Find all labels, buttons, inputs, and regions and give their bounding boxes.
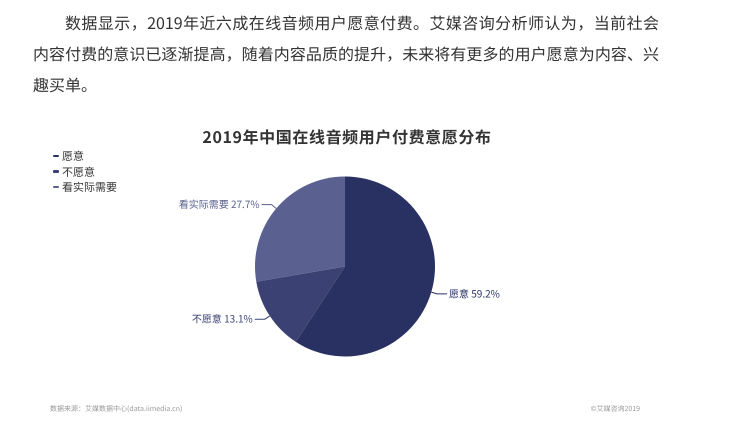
- legend-label-depends-on-need: 看实际需要: [62, 179, 117, 195]
- pie-slice-willing[interactable]: [295, 176, 435, 357]
- pie-label-line-willing: [431, 291, 448, 295]
- chart-legend: 愿意 不愿意 看实际需要: [53, 150, 117, 197]
- pie-label-line-depends-on-need: [261, 204, 277, 209]
- pie-slice-depends-on-need[interactable]: [255, 176, 345, 282]
- pie-chart-figure: 2019年中国在线音频用户付费意愿分布 愿意 不愿意 看实际需要 愿意 59.2% 不…: [30, 115, 660, 420]
- pie-chart-canvas: 愿意 59.2% 不愿意 13.1% 看实际需要 27.7%: [179, 176, 500, 357]
- pie-label-depends-on-need: 看实际需要 27.7%: [179, 196, 260, 211]
- legend-item-unwilling[interactable]: 不愿意: [53, 166, 117, 178]
- pie-label-willing: 愿意 59.2%: [449, 285, 500, 300]
- pie-label-unwilling: 不愿意 13.1%: [192, 311, 253, 326]
- legend-marker-willing: [53, 154, 59, 158]
- pie-slice-unwilling[interactable]: [256, 266, 345, 342]
- legend-marker-unwilling: [53, 170, 59, 173]
- copyright-note: ©艾媒咨询2019: [590, 404, 640, 414]
- chart-title: 2019年中国在线音频用户付费意愿分布: [202, 124, 492, 148]
- pie-label-line-unwilling: [254, 315, 271, 320]
- intro-paragraph: 数据显示，2019年近六成在线音频用户愿意付费。艾媒咨询分析师认为，当前社会内容…: [33, 10, 659, 96]
- data-source-note: 数据来源：艾媒数据中心(data.iimedia.cn): [50, 404, 183, 414]
- legend-label-unwilling: 不愿意: [62, 163, 95, 180]
- legend-item-willing[interactable]: 愿意: [53, 150, 117, 162]
- legend-marker-depends-on-need: [53, 185, 59, 189]
- legend-item-depends-on-need[interactable]: 看实际需要: [53, 181, 117, 193]
- legend-label-willing: 愿意: [62, 148, 84, 164]
